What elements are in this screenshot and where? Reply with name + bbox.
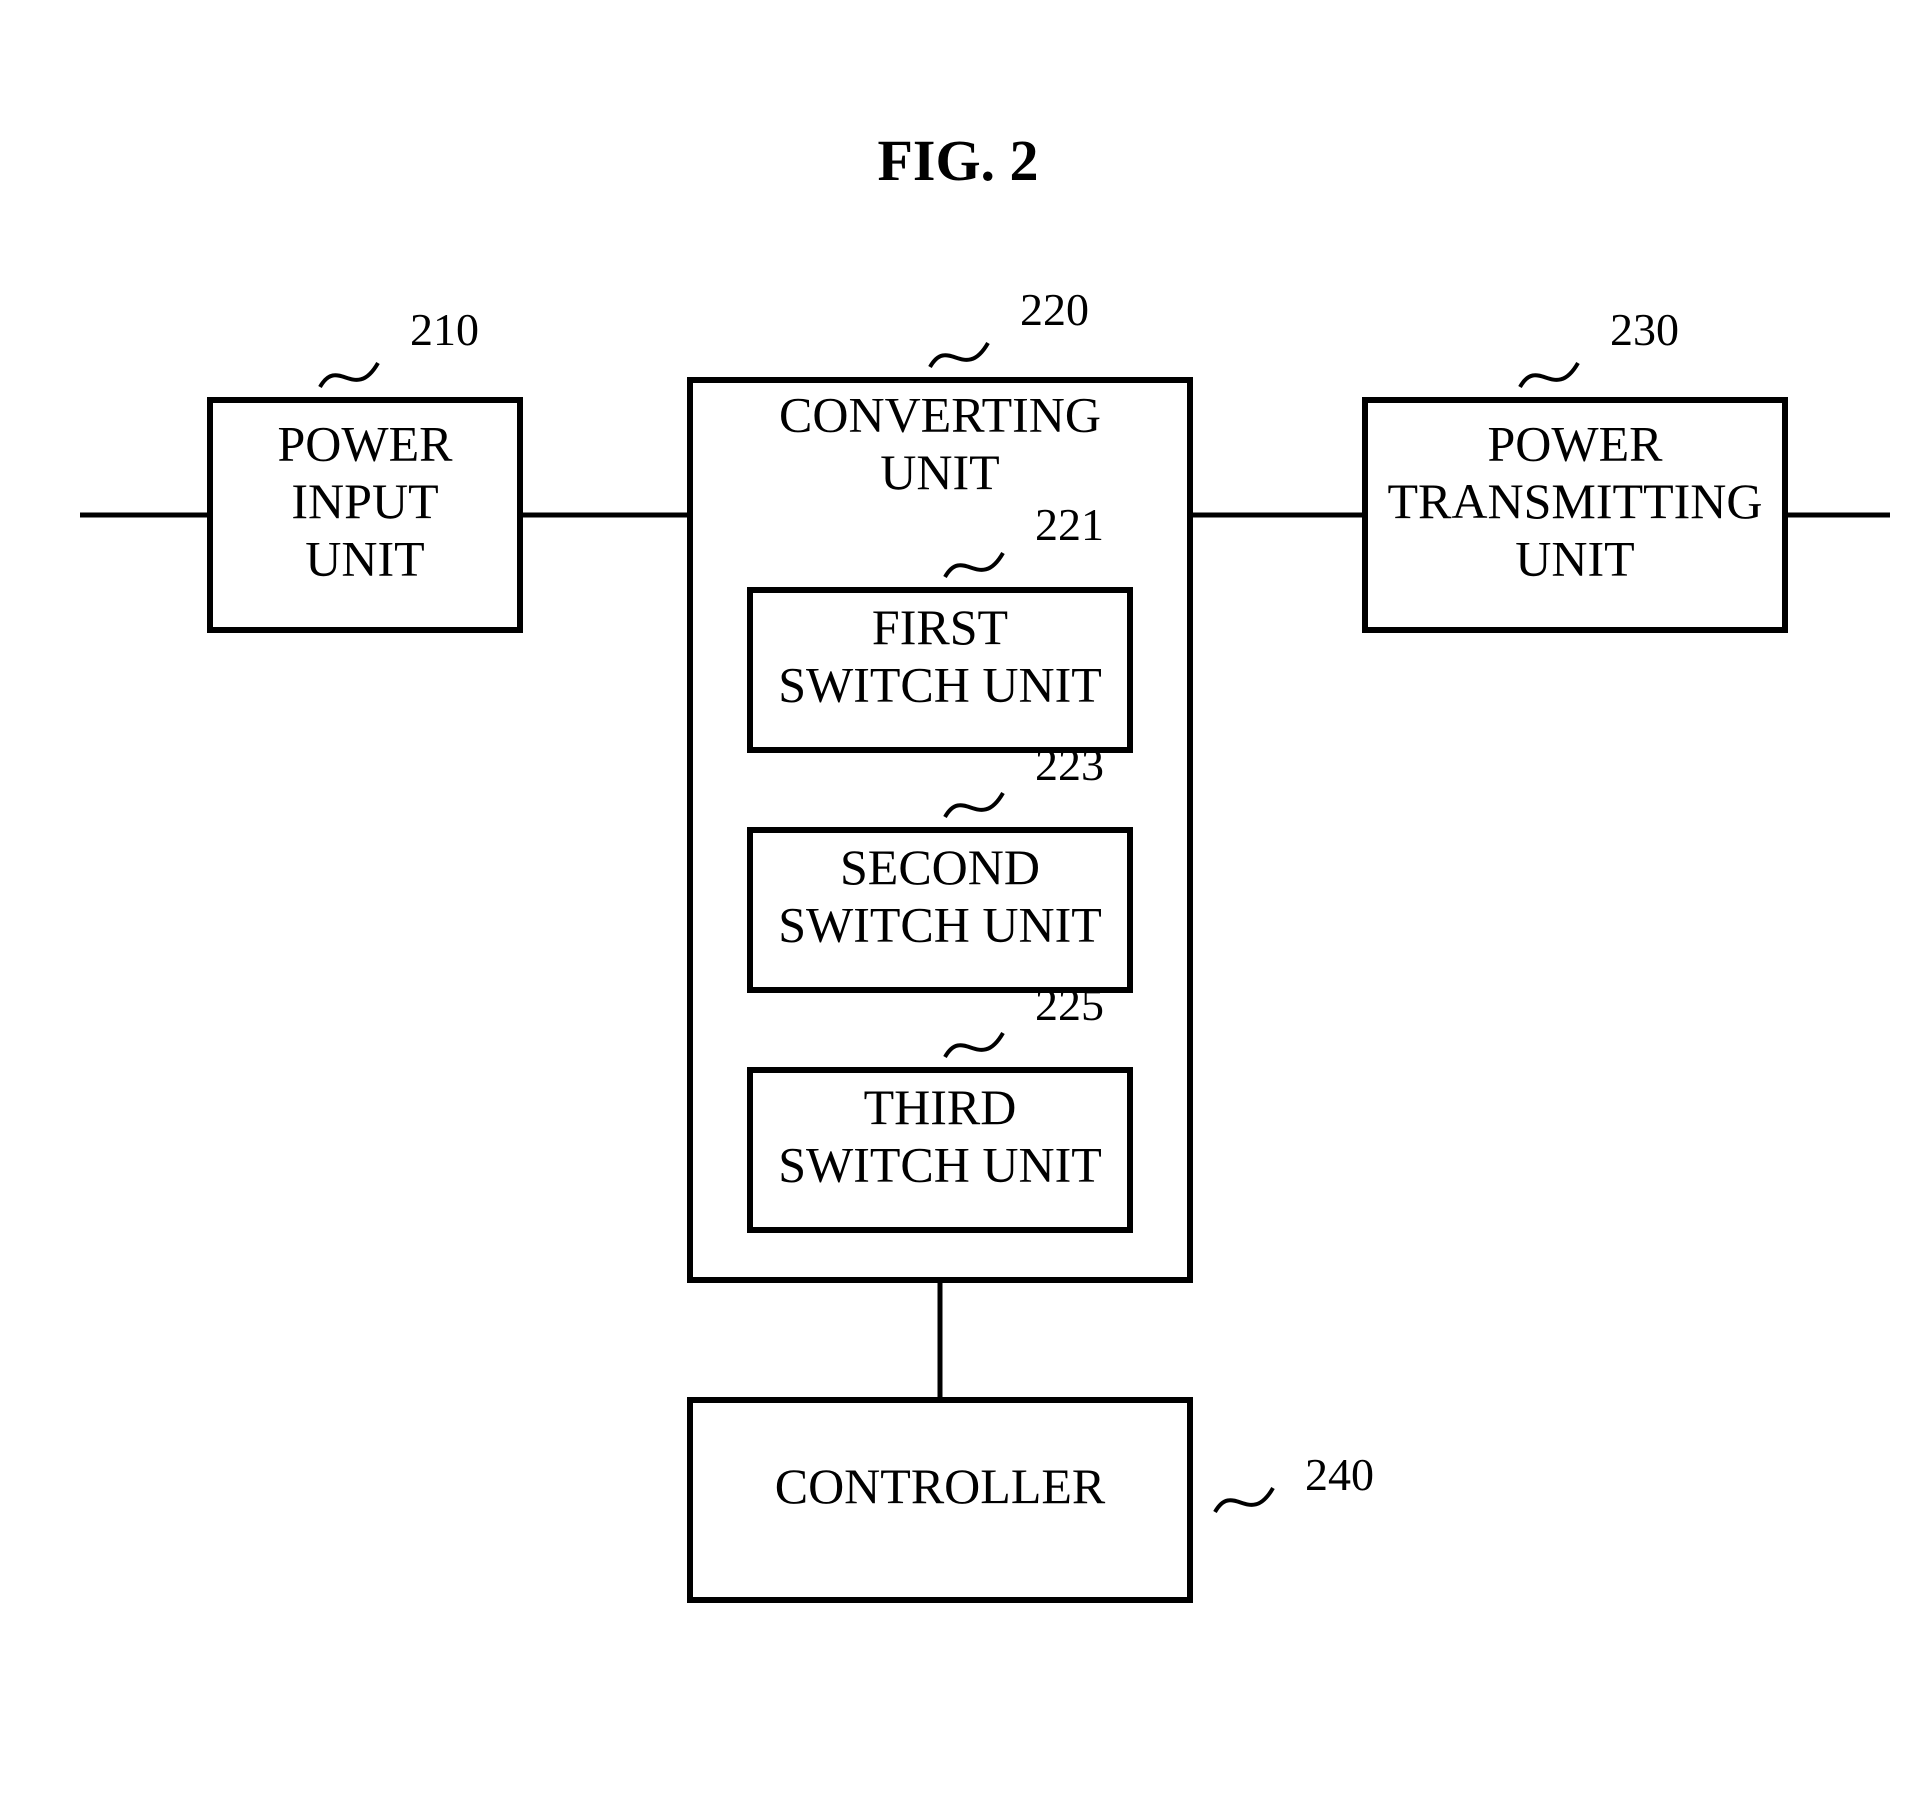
ref-number: 230 <box>1610 304 1679 355</box>
power-input-unit-label: UNIT <box>305 530 424 586</box>
ref-leader <box>1520 363 1578 387</box>
converting-unit-title: UNIT <box>880 444 999 500</box>
ref-leader <box>320 363 378 387</box>
power-input-unit-label: POWER <box>278 415 454 471</box>
power-input-unit-label: INPUT <box>291 473 438 529</box>
ref-number: 210 <box>410 304 479 355</box>
third-switch-unit-label: SWITCH UNIT <box>778 1137 1102 1193</box>
ref-number: 225 <box>1035 979 1104 1030</box>
block-diagram: FIG. 2POWERINPUTUNITPOWERTRANSMITTINGUNI… <box>0 0 1917 1803</box>
ref-number: 240 <box>1305 1449 1374 1500</box>
second-switch-unit-label: SWITCH UNIT <box>778 897 1102 953</box>
third-switch-unit-label: THIRD <box>864 1079 1017 1135</box>
ref-leader <box>930 343 988 367</box>
first-switch-unit-label: SWITCH UNIT <box>778 657 1102 713</box>
ref-leader <box>1215 1488 1273 1512</box>
power-transmitting-unit-label: TRANSMITTING <box>1388 473 1763 529</box>
power-transmitting-unit-label: POWER <box>1488 415 1664 471</box>
converting-unit-title: CONVERTING <box>779 387 1101 443</box>
ref-number: 221 <box>1035 499 1104 550</box>
figure-title: FIG. 2 <box>877 128 1038 193</box>
ref-number: 220 <box>1020 284 1089 335</box>
first-switch-unit-label: FIRST <box>872 599 1008 655</box>
second-switch-unit-label: SECOND <box>840 839 1040 895</box>
power-transmitting-unit-label: UNIT <box>1515 530 1634 586</box>
controller-label: CONTROLLER <box>775 1458 1106 1514</box>
ref-number: 223 <box>1035 739 1104 790</box>
